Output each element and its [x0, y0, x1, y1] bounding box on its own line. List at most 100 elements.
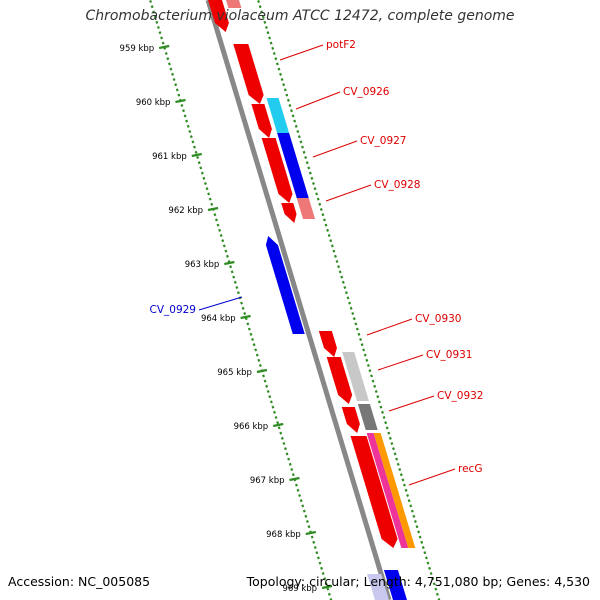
ruler-dot	[189, 135, 193, 139]
gene-label-cv0930: CV_0930	[415, 313, 462, 325]
ruler-dot	[420, 540, 424, 544]
ruler-dot	[279, 431, 283, 435]
ruler-dot	[327, 592, 331, 596]
ruler-dot	[319, 207, 323, 212]
ruler-dot	[254, 348, 258, 352]
ruler-right	[257, 0, 441, 600]
ruler-dot	[255, 353, 259, 357]
ruler-dot	[344, 291, 348, 295]
ruler-dot	[241, 306, 245, 310]
ruler-dot	[210, 202, 214, 206]
ruler-dot	[322, 218, 326, 222]
ruler-dot	[376, 395, 380, 399]
ruler-dot	[357, 332, 361, 336]
gene-label-line	[377, 354, 424, 371]
ruler-dot	[355, 327, 359, 331]
ruler-dot	[252, 343, 256, 347]
ruler-dot	[274, 57, 278, 61]
ruler-dot	[323, 577, 327, 581]
ruler-dot	[229, 265, 233, 269]
ruler-dot	[384, 421, 388, 425]
ruler-tick-label: 964 kbp	[201, 314, 236, 324]
ruler-dot	[413, 519, 417, 524]
ruler-dot	[351, 311, 355, 316]
ruler-dot	[371, 379, 375, 383]
gene-feature-cv0926	[266, 98, 290, 133]
gene-feature-cds	[383, 570, 407, 600]
ruler-dot	[388, 436, 392, 440]
ruler-dot	[288, 462, 292, 466]
ruler-dot	[235, 285, 239, 290]
gene-label-line	[295, 91, 341, 110]
ruler-dot	[280, 77, 284, 82]
gene-label-cv0928: CV_0928	[374, 179, 421, 191]
ruler-dot	[161, 41, 165, 45]
ruler-major-tick	[158, 44, 170, 50]
gene-labels: potF2 CV_0926 CV_0927 CV_0928 CV_0929 CV_0930…	[150, 39, 484, 475]
ruler-dot	[326, 587, 330, 591]
gene-feature-cds	[226, 0, 242, 8]
ruler-tick-label: 968 kbp	[266, 530, 301, 540]
ruler-dot	[172, 77, 176, 82]
ruler-dot	[318, 561, 322, 565]
ruler-dot	[240, 301, 244, 305]
ruler-dot	[153, 15, 157, 19]
gene-feature-cv0927	[277, 133, 309, 198]
ruler-dot	[257, 0, 261, 4]
ruler-dot	[152, 10, 156, 14]
gene-feature-cds	[251, 104, 272, 138]
ruler-dot	[199, 166, 203, 170]
ruler-dot	[269, 400, 273, 404]
ruler-dot	[348, 301, 352, 305]
ruler-dot	[160, 36, 164, 40]
ruler-dot	[280, 436, 284, 440]
ruler-dot	[393, 452, 397, 456]
ruler-dot	[390, 441, 394, 446]
ruler-dot	[286, 98, 290, 102]
ruler-dot	[401, 478, 405, 482]
ruler-dot	[246, 322, 250, 326]
ruler-dot	[434, 587, 438, 591]
ruler-dot	[185, 119, 189, 123]
ruler-dot	[214, 218, 218, 222]
ruler-dot	[395, 457, 399, 461]
ruler-dot	[266, 389, 270, 394]
ruler-dot	[293, 119, 297, 123]
gene-feature-cv0931	[342, 352, 369, 401]
ruler-dot	[265, 384, 269, 388]
ruler-dot	[169, 67, 173, 71]
ruler-dot	[271, 405, 275, 409]
ruler-dot	[258, 363, 262, 368]
ruler-dot	[263, 379, 267, 383]
ruler-dot	[207, 192, 211, 196]
ruler-dot	[260, 10, 264, 14]
ruler-tick-label: 965 kbp	[217, 368, 252, 378]
ruler-dot	[266, 31, 270, 35]
ruler-dot	[302, 150, 306, 154]
gene-label-line	[312, 140, 358, 158]
ruler-dot	[338, 270, 342, 274]
gene-label-cv0926: CV_0926	[343, 86, 390, 98]
ruler-dot	[417, 530, 421, 534]
gene-label-line	[279, 44, 324, 61]
gene-label-recg: recG	[458, 463, 482, 475]
ruler-dot	[305, 519, 309, 524]
gene-label-potF2: potF2	[326, 39, 356, 51]
ruler-dot	[285, 93, 289, 97]
ruler-dot	[316, 197, 320, 201]
gene-label-line	[198, 296, 243, 311]
ruler-tick-label: 967 kbp	[250, 476, 285, 486]
ruler-dot	[381, 410, 384, 414]
ruler-dot	[213, 213, 217, 217]
ruler-tick-label: 969 kbp	[282, 584, 317, 594]
ruler-dot	[218, 228, 222, 232]
ruler-major-tick	[224, 260, 235, 266]
ruler-dot	[320, 566, 324, 570]
ruler-dot	[421, 545, 425, 550]
ruler-dot	[288, 103, 292, 108]
ruler-dot	[324, 223, 328, 227]
ruler-dot	[343, 285, 347, 290]
gene-feature-cds	[367, 574, 389, 600]
ruler-left	[149, 0, 333, 600]
